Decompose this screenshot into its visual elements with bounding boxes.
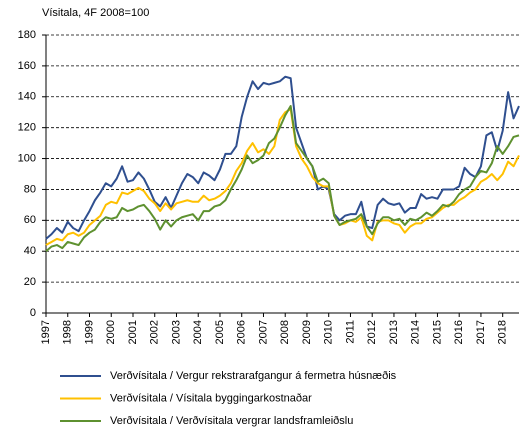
x-tick-label: 2016	[453, 320, 465, 344]
series-line	[45, 105, 520, 252]
x-tick-label: 2012	[366, 320, 378, 344]
x-tick-label: 1997	[40, 320, 52, 344]
x-tick-label: 2007	[257, 320, 269, 344]
x-tick-label: 2001	[127, 320, 139, 344]
x-tick-label: 2014	[410, 320, 422, 344]
chart-title: Vísitala, 4F 2008=100	[42, 7, 149, 19]
x-tick-label: 2010	[323, 320, 335, 344]
x-tick-label: 2004	[192, 320, 204, 344]
x-tick-label: 2000	[105, 320, 117, 344]
y-tick-label: 0	[30, 307, 36, 319]
x-tick-label: 1998	[62, 320, 74, 344]
y-tick-label: 120	[18, 122, 36, 134]
x-tick-label: 2005	[214, 320, 226, 344]
x-tick-label: 2008	[279, 320, 291, 344]
y-tick-label: 180	[18, 29, 36, 41]
y-tick-label: 40	[24, 245, 36, 257]
series-line	[45, 108, 520, 246]
y-tick-label: 140	[18, 91, 36, 103]
y-tick-label: 60	[24, 214, 36, 226]
legend-label: Verðvísitala / Vísitala byggingarkostnað…	[110, 392, 312, 404]
series-line	[45, 75, 520, 240]
y-tick-label: 20	[24, 276, 36, 288]
x-tick-label: 2015	[431, 320, 443, 344]
x-tick-label: 2003	[170, 320, 182, 344]
x-tick-label: 2002	[149, 320, 161, 344]
x-tick-label: 2011	[344, 320, 356, 344]
y-tick-label: 100	[18, 152, 36, 164]
x-tick-label: 2017	[475, 320, 487, 344]
x-tick-label: 2018	[497, 320, 509, 344]
x-tick-label: 2013	[388, 320, 400, 344]
y-tick-label: 80	[24, 183, 36, 195]
x-tick-label: 2009	[301, 320, 313, 344]
x-tick-label: 1999	[83, 320, 95, 344]
legend-label: Verðvísitala / Verðvísitala vergrar land…	[110, 415, 353, 427]
legend-label: Verðvísitala / Vergur rekstrarafgangur á…	[110, 370, 397, 382]
y-tick-label: 160	[18, 60, 36, 72]
x-tick-label: 2006	[236, 320, 248, 344]
